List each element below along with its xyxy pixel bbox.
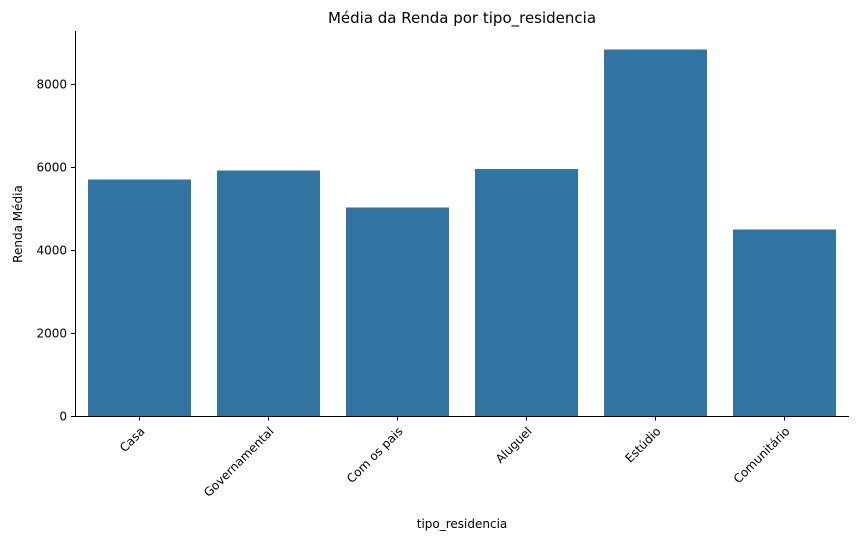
x-tick-label: Com os pais — [344, 424, 406, 486]
x-tick-label: Aluguel — [493, 424, 535, 466]
bar-estúdio — [603, 49, 708, 416]
y-tick-label: 2000 — [36, 327, 67, 341]
y-tick-label: 0 — [59, 410, 67, 424]
bars-group — [87, 49, 837, 416]
y-tick-label: 6000 — [36, 161, 67, 175]
y-axis: 0 2000 4000 6000 8000 — [36, 78, 75, 424]
x-tick-label: Estúdio — [622, 424, 663, 465]
x-axis: Casa Governamental Com os pais Aluguel Estúd… — [117, 416, 793, 500]
x-axis-label: tipo_residencia — [417, 517, 508, 531]
bar-governamental — [216, 170, 321, 416]
y-tick-label: 8000 — [36, 78, 67, 92]
bar-com-os-pais — [345, 207, 450, 416]
y-tick-label: 4000 — [36, 244, 67, 258]
x-tick-label: Governamental — [201, 424, 277, 500]
bar-comunitário — [732, 229, 837, 416]
bar-casa — [87, 179, 192, 416]
x-tick-label: Comunitário — [731, 424, 793, 486]
y-axis-label: Renda Média — [11, 185, 25, 263]
chart-title: Média da Renda por tipo_residencia — [328, 9, 596, 28]
x-tick-label: Casa — [117, 424, 148, 455]
bar-aluguel — [474, 169, 579, 416]
